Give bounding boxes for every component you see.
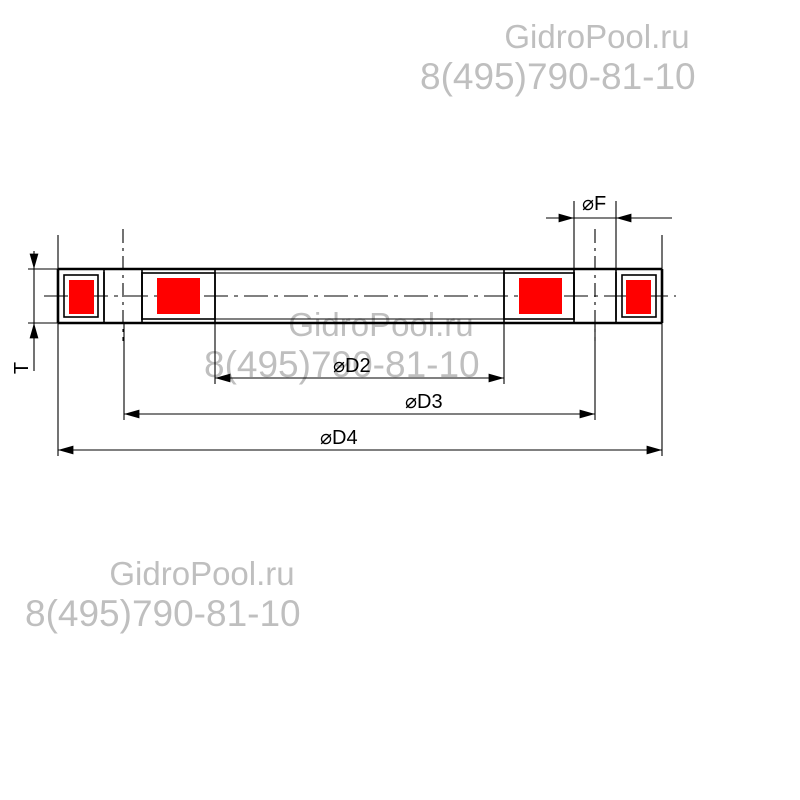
svg-text:T: T [11,362,33,374]
svg-text:⌀D3: ⌀D3 [405,391,443,413]
engineering-drawing: ⌀D2 ⌀D3 ⌀D4 ⌀F T [0,0,800,800]
svg-text:⌀F: ⌀F [582,193,606,215]
svg-text:⌀D2: ⌀D2 [333,355,371,377]
svg-text:⌀D4: ⌀D4 [320,427,358,449]
